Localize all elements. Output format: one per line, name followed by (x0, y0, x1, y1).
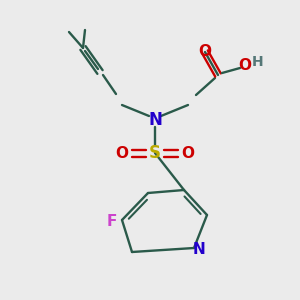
Text: N: N (148, 111, 162, 129)
Text: O: O (182, 146, 194, 160)
Text: O: O (116, 146, 128, 160)
Text: S: S (149, 144, 161, 162)
Text: F: F (107, 214, 117, 230)
Text: O: O (199, 44, 212, 59)
Text: H: H (252, 55, 264, 69)
Text: O: O (238, 58, 251, 73)
Text: N: N (193, 242, 206, 256)
